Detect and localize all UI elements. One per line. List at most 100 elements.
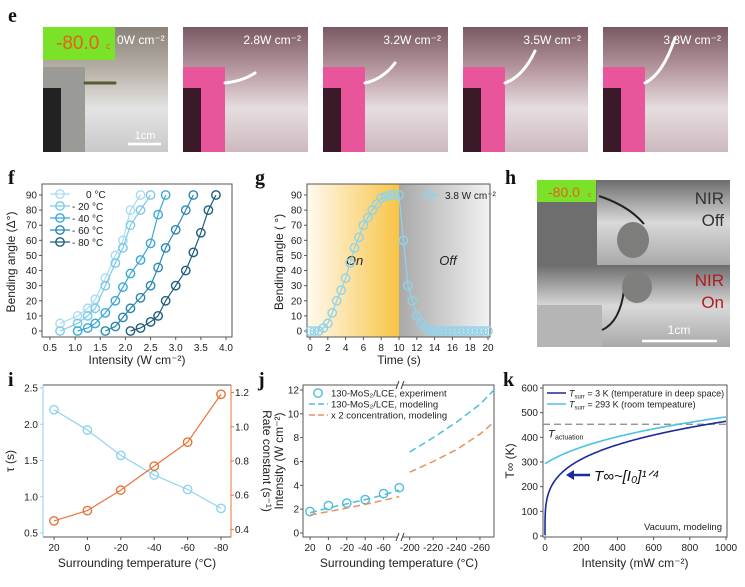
data-point [203, 205, 214, 216]
data-point [125, 303, 136, 314]
x-tick-label: -240 [447, 543, 467, 554]
axis-break-gap [397, 381, 403, 389]
legend-label: - 40 °C [72, 214, 103, 225]
data-point [125, 326, 136, 336]
data-point [82, 505, 93, 516]
x-tick-label: 18 [465, 343, 477, 354]
y-axis-label: τ (s) [3, 450, 17, 472]
legend-label: - 20 °C [72, 202, 103, 213]
weight-on [622, 271, 652, 303]
x-tick-label: -20 [340, 543, 355, 554]
series-line-0 [544, 420, 727, 536]
y-tick-label: 90 [291, 191, 303, 202]
data-point [354, 232, 364, 243]
data-point [323, 500, 334, 511]
y-tick-label: 8 [293, 433, 299, 444]
data-point [115, 485, 126, 495]
data-point [160, 242, 171, 253]
y-tick-label: 600 [521, 384, 538, 395]
clamp-shadow [43, 88, 61, 152]
x-tick-label: 200 [573, 543, 590, 554]
x-tick-label: 0 [85, 543, 91, 554]
data-point [153, 310, 164, 321]
legend-label-rest: = 3 K (temperature in deep space) [585, 389, 724, 399]
data-point [72, 318, 83, 329]
panel-label-f: f [8, 167, 15, 189]
data-point [145, 280, 156, 291]
axis-break-mark [395, 532, 400, 542]
film-strip [503, 49, 537, 85]
data-point [362, 212, 373, 223]
y-tick-label: 80 [26, 206, 38, 217]
x-tick-label: -60 [376, 543, 391, 554]
data-point [389, 190, 400, 200]
y-tick-label: 70 [291, 221, 303, 232]
data-point [170, 280, 181, 291]
y-tick-label: 2.0 [24, 420, 38, 431]
data-point [407, 295, 418, 306]
y-tick-label: 2.5 [24, 384, 38, 395]
data-point [110, 321, 121, 332]
legend-label: 3.8 W cm⁻² [445, 191, 497, 202]
axis-break-gap [397, 533, 403, 541]
x-axis-label: Surrounding temperature (°C) [58, 556, 216, 570]
series-1: - 20 °C [50, 190, 156, 336]
data-point [376, 193, 387, 203]
panel-label-g: g [255, 167, 265, 189]
data-point [118, 235, 128, 246]
panel-label-j: j [257, 369, 265, 391]
off-label: Off [702, 211, 725, 230]
data-point [394, 482, 405, 493]
y-tick-label: 10 [291, 311, 303, 322]
axis-break-mark [400, 532, 405, 542]
panel-j-chart: 0 2 4 6 8 10 12 20 0 -20 -40 -60 -200 -220 -240 -260 Int… [272, 380, 495, 570]
data-point [100, 326, 111, 336]
panel-f-chart: 0 10 20 30 40 50 60 70 80 90 0.5 1.0 1.5 2.0 2.5 3.0 3.5… [4, 183, 233, 367]
x-axis-label: Intensity (mW cm⁻²) [582, 556, 689, 570]
series-line [77, 194, 167, 332]
legend-marker [55, 189, 65, 199]
data-point [100, 307, 111, 318]
x-tick-label: 10 [393, 343, 405, 354]
nir-label: NIR [695, 189, 724, 208]
legend-marker [425, 190, 435, 200]
y-axis-label-right: Rate constant (s⁻¹) [260, 410, 274, 512]
x-tick-label: -40 [358, 543, 373, 554]
data-point [216, 389, 226, 400]
y-tick-label: 0.6 [235, 491, 249, 502]
y-tick-label: 0 [293, 529, 299, 540]
data-point [153, 209, 164, 220]
series-dashed-line-2 [309, 495, 400, 516]
legend-label-sub: surr [575, 395, 585, 401]
data-point [331, 295, 342, 306]
y-tick-label: 30 [291, 281, 303, 292]
data-point [394, 190, 404, 200]
x-tick-label: -220 [423, 543, 443, 554]
thermometer-unit: c [106, 41, 111, 51]
film-strip [223, 71, 257, 85]
legend-label: - 80 °C [72, 238, 103, 249]
region-label-off: Off [439, 253, 458, 268]
axis-break-mark [400, 380, 405, 390]
x-tick-label: 2.5 [144, 343, 158, 354]
y-tick-label: 20 [26, 296, 38, 307]
axis-break-mark [395, 380, 400, 390]
y-tick-label: 30 [26, 281, 38, 292]
data-point [188, 190, 199, 200]
data-point [72, 310, 83, 321]
data-point [327, 307, 338, 318]
x-tick-label: -260 [470, 543, 490, 554]
data-point [82, 310, 93, 321]
series-4: - 80 °C [50, 190, 221, 336]
y-tick-label: 90 [26, 191, 38, 202]
data-point [478, 326, 489, 336]
film-strip [643, 36, 677, 85]
data-point [195, 227, 206, 238]
thermometer-readout-box [537, 180, 596, 202]
photo-intensity-label: 2.8W cm⁻² [243, 33, 301, 47]
data-point [380, 191, 391, 202]
region-label-on: On [346, 253, 363, 268]
data-point [182, 484, 193, 495]
threshold-label: T [548, 428, 556, 440]
panel-label-i: i [8, 369, 14, 391]
